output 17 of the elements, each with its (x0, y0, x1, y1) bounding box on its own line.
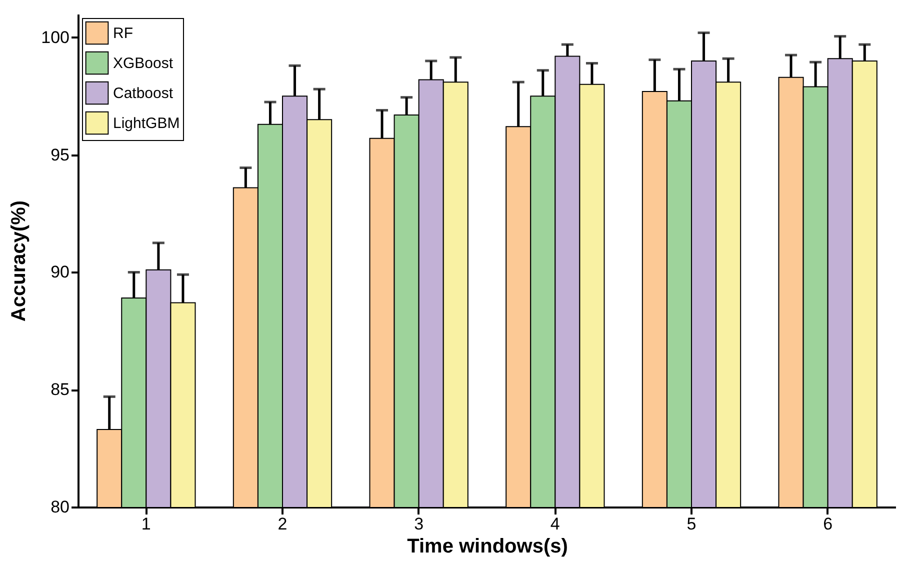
y-tick-label: 90 (50, 262, 70, 282)
legend-label: LightGBM (113, 115, 180, 132)
x-tick-label: 1 (141, 514, 151, 534)
x-tick-label: 2 (278, 514, 288, 534)
y-tick-label: 80 (50, 498, 70, 516)
y-axis-title: Accuracy(%) (8, 200, 30, 322)
x-tick-label: 5 (686, 514, 696, 534)
y-tick-label: 100 (41, 28, 70, 47)
y-tick-label: 85 (50, 380, 70, 400)
x-tick-label: 4 (550, 514, 560, 534)
x-axis-title: Time windows(s) (407, 536, 568, 558)
legend-label: Catboost (113, 85, 174, 102)
x-tick-label: 6 (823, 514, 833, 534)
legend-label: RF (113, 25, 133, 42)
legend-label: XGBoost (113, 55, 174, 72)
x-tick-label: 3 (414, 514, 424, 534)
y-tick-label: 95 (50, 145, 70, 164)
